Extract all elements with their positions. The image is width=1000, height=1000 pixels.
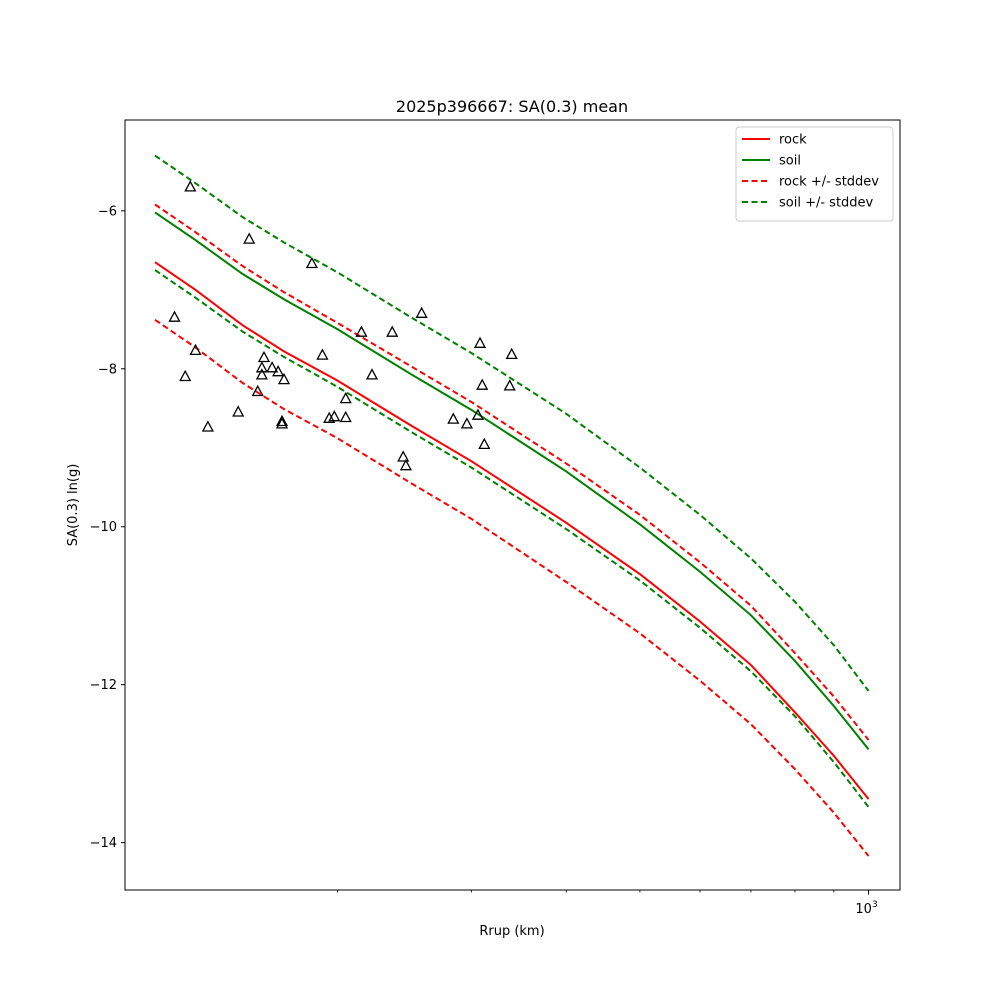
y-tick-label: −10 (90, 520, 117, 535)
series-line-2 (154, 203, 870, 741)
chart-title: 2025p396667: SA(0.3) mean (396, 97, 628, 116)
observation-point (505, 347, 518, 360)
observation-point (397, 450, 410, 462)
observation-point (305, 256, 318, 269)
observation-point (478, 437, 491, 450)
observation-point (355, 325, 368, 337)
series-line-3 (154, 318, 870, 857)
y-tick-label: −8 (98, 362, 117, 377)
series-group (154, 154, 870, 857)
observation-point (460, 417, 473, 429)
observation-point (277, 372, 291, 385)
observation-point (316, 348, 329, 360)
observation-point (365, 368, 379, 380)
series-line-5 (154, 269, 870, 808)
y-tick-label: −12 (90, 678, 117, 693)
x-tick-label: 103 (855, 900, 877, 917)
observation-point (272, 365, 285, 377)
observation-point (255, 361, 268, 373)
observation-point (476, 378, 489, 390)
x-axis-label: Rrup (km) (479, 924, 544, 939)
observation-point (323, 411, 336, 423)
series-line-0 (154, 261, 870, 800)
observation-markers (168, 180, 518, 471)
legend: rock soil rock +/- stddev soil +/- stddev (735, 126, 894, 222)
legend-label: rock (779, 133, 807, 148)
observation-point (339, 410, 352, 423)
observation-point (168, 310, 181, 322)
observation-point (503, 379, 516, 391)
observation-point (255, 368, 268, 380)
observation-point (447, 412, 460, 424)
x-axis: 103 (337, 890, 878, 917)
plot-area (124, 119, 901, 891)
observation-point (266, 361, 279, 373)
plot-frame (124, 119, 901, 891)
y-axis: −6 −8 −10 −12 −14 (90, 204, 125, 851)
y-tick-label: −6 (98, 204, 117, 219)
observation-point (189, 343, 202, 356)
observation-point (257, 350, 271, 363)
observation-point (184, 180, 197, 192)
y-tick-label: −14 (90, 836, 117, 851)
observation-point (415, 306, 428, 318)
observation-point (179, 369, 192, 382)
legend-box (735, 126, 894, 222)
legend-label: soil +/- stddev (779, 196, 874, 211)
observation-point (339, 391, 352, 404)
observation-point (243, 232, 256, 244)
series-line-4 (154, 154, 870, 692)
observation-point (328, 410, 341, 422)
observation-point (399, 459, 412, 471)
observation-point (232, 405, 245, 417)
observation-point (201, 420, 214, 432)
series-line-1 (154, 211, 870, 751)
legend-label: soil (779, 154, 801, 169)
observation-point (386, 325, 399, 337)
y-axis-label: SA(0.3) ln(g) (66, 464, 81, 547)
observation-point (275, 417, 289, 429)
observation-point (471, 408, 484, 420)
observation-point (473, 336, 487, 348)
observation-point (251, 384, 264, 397)
observation-point (275, 414, 289, 427)
legend-label: rock +/- stddev (779, 175, 879, 190)
